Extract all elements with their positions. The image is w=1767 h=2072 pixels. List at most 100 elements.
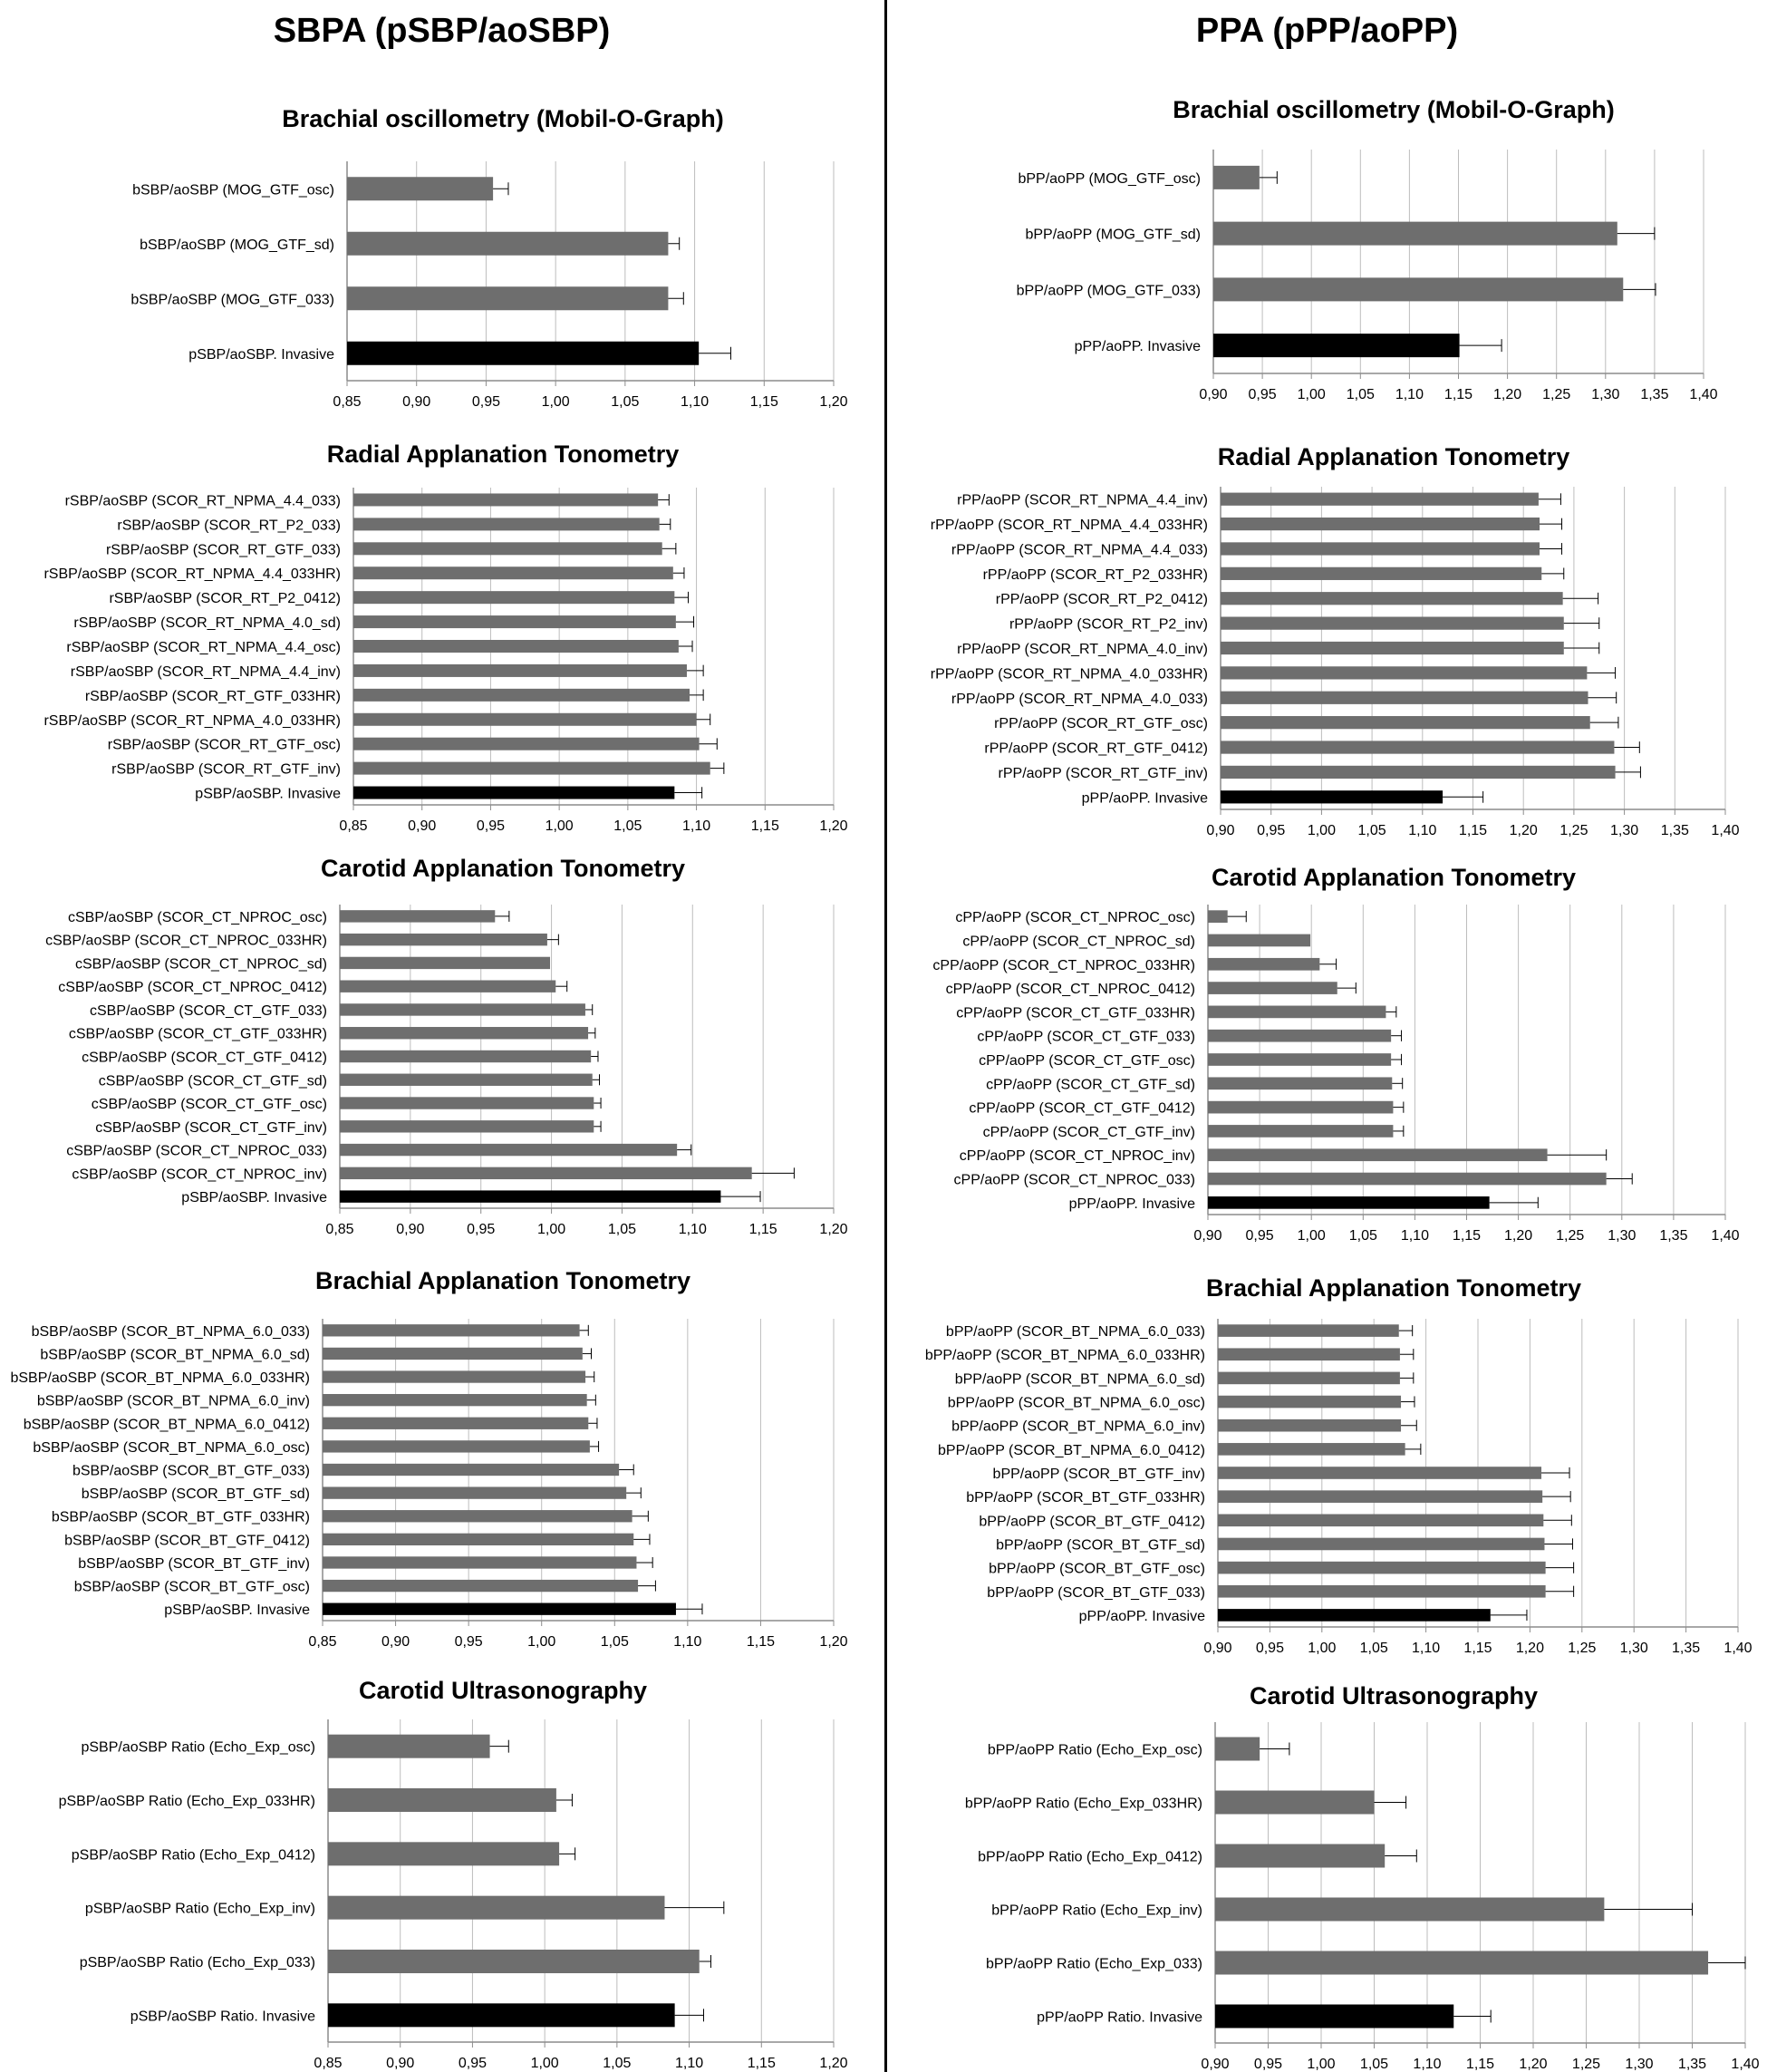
x-tick-label: 0,90 bbox=[1201, 2057, 1229, 2072]
data-bar bbox=[1213, 165, 1260, 189]
category-label: bSBP/aoSBP (MOG_GTF_sd) bbox=[140, 237, 334, 253]
data-bar bbox=[353, 542, 662, 556]
x-tick-label: 1,10 bbox=[1413, 2057, 1441, 2072]
x-tick-label: 0,95 bbox=[1246, 1228, 1274, 1244]
x-tick-label: 1,05 bbox=[608, 1222, 636, 1237]
data-bar bbox=[1218, 1348, 1400, 1361]
x-tick-label: 1,30 bbox=[1591, 387, 1619, 402]
category-label: cSBP/aoSBP (SCOR_CT_GTF_033) bbox=[90, 1003, 327, 1019]
category-label: bPP/aoPP Ratio (Echo_Exp_033) bbox=[986, 1957, 1202, 1972]
x-tick-label: 1,40 bbox=[1731, 2057, 1759, 2072]
category-label: rSBP/aoSBP (SCOR_RT_NPMA_4.4_osc) bbox=[66, 640, 341, 655]
x-tick-label: 1,10 bbox=[1395, 387, 1424, 402]
data-bar bbox=[340, 1143, 678, 1157]
x-tick-label: 0,90 bbox=[1199, 387, 1227, 402]
x-tick-label: 0,90 bbox=[1206, 823, 1234, 838]
x-tick-label: 1,05 bbox=[611, 394, 639, 410]
x-tick-label: 1,05 bbox=[1360, 2057, 1388, 2072]
category-label: cSBP/aoSBP (SCOR_CT_GTF_osc) bbox=[92, 1097, 327, 1112]
x-tick-label: 1,20 bbox=[1504, 1228, 1532, 1244]
chart-panel-10: Carotid Ultrasonography 0,90 0,95 1,00 1,05 1… bbox=[965, 1682, 1760, 2072]
chart-title: Brachial oscillometry (Mobil-O-Graph) bbox=[1173, 96, 1615, 123]
data-bar bbox=[353, 688, 690, 702]
x-tick-label: 1,10 bbox=[1408, 823, 1436, 838]
x-tick-label: 1,20 bbox=[819, 1634, 847, 1650]
category-label: cPP/aoPP (SCOR_CT_GTF_0412) bbox=[969, 1101, 1195, 1117]
category-label: cSBP/aoSBP (SCOR_CT_NPROC_0412) bbox=[58, 980, 327, 995]
x-tick-label: 1,30 bbox=[1608, 1228, 1636, 1244]
reference-bar bbox=[1215, 2004, 1454, 2028]
category-label: bPP/aoPP Ratio (Echo_Exp_0412) bbox=[978, 1850, 1202, 1865]
chart-title: Brachial oscillometry (Mobil-O-Graph) bbox=[282, 105, 724, 132]
category-label: cPP/aoPP (SCOR_CT_NPROC_033HR) bbox=[932, 958, 1195, 973]
x-tick-label: 0,95 bbox=[455, 1634, 483, 1650]
x-tick-label: 1,05 bbox=[613, 818, 642, 834]
category-label: pSBP/aoSBP Ratio (Echo_Exp_0412) bbox=[72, 1847, 315, 1863]
x-tick-label: 1,20 bbox=[1493, 387, 1521, 402]
data-bar bbox=[328, 1734, 490, 1758]
x-tick-label: 0,95 bbox=[1257, 823, 1285, 838]
chart-title: Brachial Applanation Tonometry bbox=[315, 1267, 690, 1294]
category-label: rSBP/aoSBP (SCOR_RT_GTF_osc) bbox=[108, 738, 341, 753]
data-bar bbox=[340, 1027, 589, 1040]
data-bar bbox=[1221, 765, 1616, 779]
category-label: cPP/aoPP (SCOR_CT_NPROC_0412) bbox=[946, 982, 1195, 997]
data-bar bbox=[353, 737, 700, 750]
data-bar bbox=[353, 493, 659, 507]
x-tick-label: 1,00 bbox=[1298, 1228, 1326, 1244]
data-bar bbox=[323, 1440, 590, 1453]
x-tick-label: 0,85 bbox=[314, 2056, 342, 2071]
data-bar bbox=[353, 663, 687, 677]
x-tick-label: 0,90 bbox=[1193, 1228, 1221, 1244]
data-bar bbox=[323, 1370, 586, 1383]
x-tick-label: 1,15 bbox=[748, 2056, 776, 2071]
data-bar bbox=[328, 1842, 560, 1866]
category-label: pSBP/aoSBP. Invasive bbox=[188, 347, 334, 363]
category-label: bSBP/aoSBP (SCOR_BT_NPMA_6.0_inv) bbox=[37, 1394, 310, 1409]
x-tick-label: 1,10 bbox=[673, 1634, 701, 1650]
category-label: bPP/aoPP (SCOR_BT_NPMA_6.0_osc) bbox=[948, 1396, 1205, 1411]
x-tick-label: 0,90 bbox=[408, 818, 436, 834]
chart-title: Carotid Ultrasonography bbox=[359, 1677, 647, 1704]
data-bar bbox=[1221, 691, 1588, 704]
x-tick-label: 1,35 bbox=[1640, 387, 1668, 402]
category-label: bPP/aoPP (MOG_GTF_osc) bbox=[1018, 171, 1201, 187]
category-label: cSBP/aoSBP (SCOR_CT_NPROC_sd) bbox=[75, 956, 327, 972]
category-label: pSBP/aoSBP Ratio. Invasive bbox=[130, 2009, 315, 2024]
category-label: rPP/aoPP (SCOR_RT_P2_033HR) bbox=[983, 567, 1208, 583]
category-label: rPP/aoPP (SCOR_RT_NPMA_4.4_033HR) bbox=[931, 518, 1208, 533]
reference-bar bbox=[1218, 1609, 1491, 1622]
chart-panel-3: Carotid Applanation Tonometry 0,85 0,90 0,9… bbox=[45, 855, 848, 1237]
category-label: rPP/aoPP (SCOR_RT_GTF_inv) bbox=[999, 766, 1208, 781]
category-label: rPP/aoPP (SCOR_RT_P2_0412) bbox=[996, 592, 1208, 607]
data-bar bbox=[1213, 277, 1624, 302]
x-tick-label: 1,15 bbox=[750, 394, 778, 410]
data-bar bbox=[353, 566, 673, 580]
category-label: cPP/aoPP (SCOR_CT_NPROC_osc) bbox=[955, 910, 1195, 925]
data-bar bbox=[1215, 1844, 1386, 1868]
x-tick-label: 1,25 bbox=[1572, 2057, 1600, 2072]
data-bar bbox=[1208, 934, 1311, 947]
category-label: pSBP/aoSBP Ratio (Echo_Exp_inv) bbox=[85, 1902, 315, 1917]
data-bar bbox=[353, 518, 660, 531]
category-label: bSBP/aoSBP (MOG_GTF_osc) bbox=[132, 182, 334, 198]
x-tick-label: 0,95 bbox=[477, 818, 505, 834]
category-label: pSBP/aoSBP. Invasive bbox=[164, 1602, 310, 1618]
category-label: rSBP/aoSBP (SCOR_RT_P2_0412) bbox=[109, 591, 341, 606]
data-bar bbox=[347, 286, 669, 311]
x-tick-label: 1,20 bbox=[819, 1222, 847, 1237]
reference-bar bbox=[328, 2003, 675, 2028]
x-tick-label: 1,00 bbox=[1308, 1641, 1336, 1656]
category-label: cSBP/aoSBP (SCOR_CT_GTF_inv) bbox=[95, 1120, 327, 1136]
category-label: bPP/aoPP (MOG_GTF_sd) bbox=[1025, 228, 1201, 243]
x-tick-label: 1,10 bbox=[679, 1222, 707, 1237]
x-tick-label: 0,85 bbox=[333, 394, 361, 410]
data-bar bbox=[353, 615, 676, 629]
data-bar bbox=[1221, 542, 1540, 556]
category-label: cSBP/aoSBP (SCOR_CT_NPROC_osc) bbox=[68, 910, 327, 925]
category-label: cPP/aoPP (SCOR_CT_GTF_osc) bbox=[979, 1053, 1195, 1069]
data-bar bbox=[340, 1167, 752, 1180]
category-label: pSBP/aoSBP Ratio (Echo_Exp_033HR) bbox=[59, 1794, 315, 1809]
chart-panel-6: Brachial oscillometry (Mobil-O-Graph) 0,9… bbox=[1017, 96, 1718, 402]
reference-bar bbox=[340, 1190, 721, 1203]
